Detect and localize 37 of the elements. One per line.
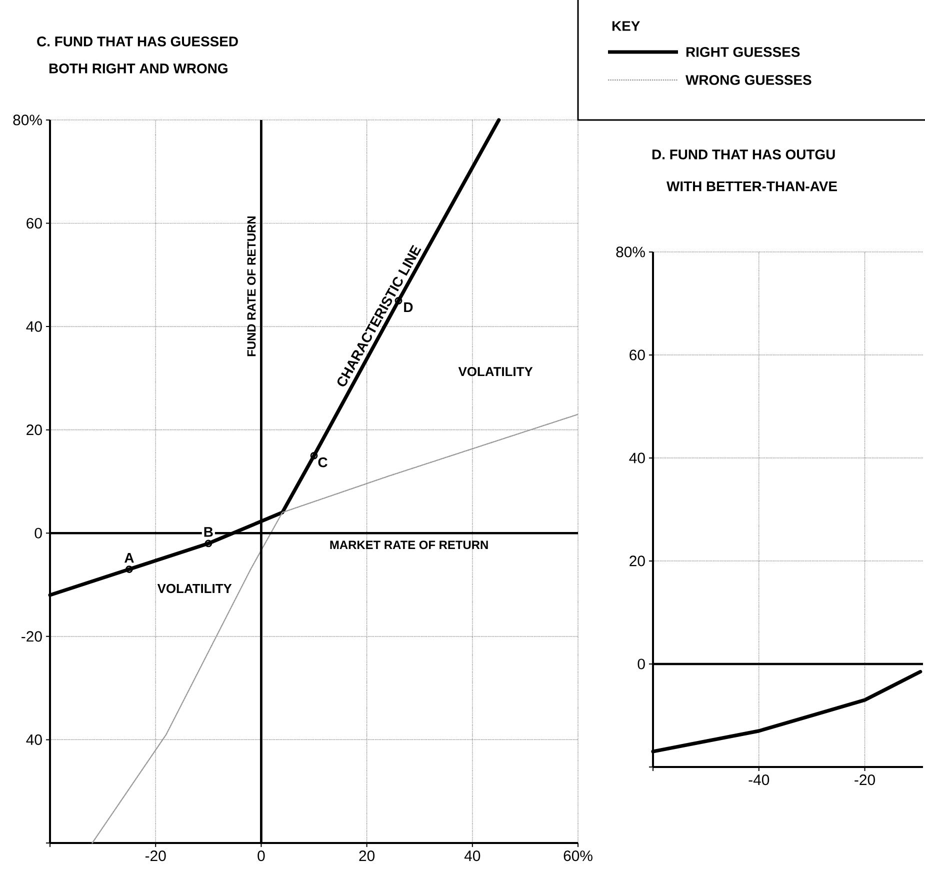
chart-subtitle: BOTH RIGHT AND WRONG (49, 64, 228, 74)
y-tick-label: 20 (26, 424, 42, 436)
x-tick-label: 60% (564, 850, 592, 862)
text: RIGHT GUESSES (686, 47, 800, 57)
y-tick-label: 0 (34, 528, 42, 538)
annotation: D (404, 302, 413, 312)
chart-subtitle: WITH BETTER-THAN-AVE (666, 182, 837, 192)
y-tick-label: 0 (638, 658, 645, 670)
point (310, 452, 318, 460)
annotation: A (124, 552, 134, 563)
x-tick-label: 20 (359, 850, 375, 862)
point (126, 566, 133, 573)
chart-title: D. FUND THAT HAS OUTGU (652, 149, 835, 160)
y-tick-label: 80% (13, 114, 42, 126)
ref-line-label: FUND RATE OF RETURN (247, 216, 256, 356)
x-tick-label: -20 (145, 850, 166, 862)
y-tick-label: -20 (22, 631, 42, 642)
point (204, 540, 212, 548)
chart-title: C. FUND THAT HAS GUESSED (37, 36, 238, 46)
y-tick-label: 80% (616, 246, 645, 258)
x-tick-label: -40 (748, 774, 770, 786)
annotation: VOLATILITY (157, 584, 232, 594)
y-tick-label: 20 (630, 556, 645, 566)
text: WRONG GUESSES (686, 75, 812, 85)
ref-line-label: MARKET RATE OF RETURN (330, 540, 488, 550)
y-tick-label: 40 (26, 321, 42, 332)
x-tick-label: 0 (258, 850, 265, 862)
line-series (92, 414, 579, 844)
annotation: VOLATILITY (458, 366, 533, 376)
y-tick-label: 40 (26, 734, 42, 745)
x-tick-label: 40 (464, 850, 480, 862)
y-tick-label: 60 (630, 350, 645, 360)
y-tick-label: 60 (26, 218, 42, 229)
legend-title: KEY (612, 21, 640, 31)
annotation: B (204, 527, 213, 537)
annotation: C (318, 457, 328, 468)
y-tick-label: 40 (629, 452, 645, 464)
